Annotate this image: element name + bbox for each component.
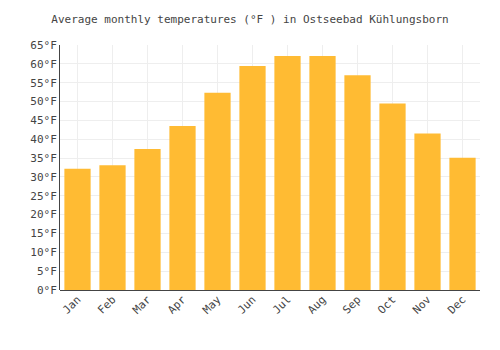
svg-text:20°F: 20°F <box>30 208 57 221</box>
svg-text:25°F: 25°F <box>30 190 57 203</box>
svg-text:Apr: Apr <box>165 293 189 317</box>
svg-text:5°F: 5°F <box>37 265 57 278</box>
svg-text:60°F: 60°F <box>30 58 57 71</box>
svg-text:Sep: Sep <box>340 293 363 316</box>
svg-text:Oct: Oct <box>375 293 398 316</box>
svg-text:Aug: Aug <box>305 293 328 316</box>
svg-text:65°F: 65°F <box>30 39 57 52</box>
svg-text:May: May <box>200 293 224 317</box>
svg-text:Jun: Jun <box>235 293 258 316</box>
svg-text:45°F: 45°F <box>30 114 57 127</box>
svg-text:50°F: 50°F <box>30 95 57 108</box>
svg-text:Feb: Feb <box>95 293 118 316</box>
svg-text:Dec: Dec <box>445 293 468 316</box>
svg-text:Average monthly temperatures (: Average monthly temperatures (°F ) in Os… <box>51 13 448 26</box>
svg-text:Jul: Jul <box>270 293 293 316</box>
svg-text:40°F: 40°F <box>30 133 57 146</box>
svg-text:Nov: Nov <box>410 293 434 317</box>
svg-text:10°F: 10°F <box>30 246 57 259</box>
svg-text:15°F: 15°F <box>30 227 57 240</box>
svg-text:Mar: Mar <box>130 293 154 317</box>
svg-text:55°F: 55°F <box>30 77 57 90</box>
svg-text:30°F: 30°F <box>30 171 57 184</box>
svg-text:0°F: 0°F <box>37 284 57 297</box>
svg-text:35°F: 35°F <box>30 152 57 165</box>
svg-text:Jan: Jan <box>60 293 83 316</box>
